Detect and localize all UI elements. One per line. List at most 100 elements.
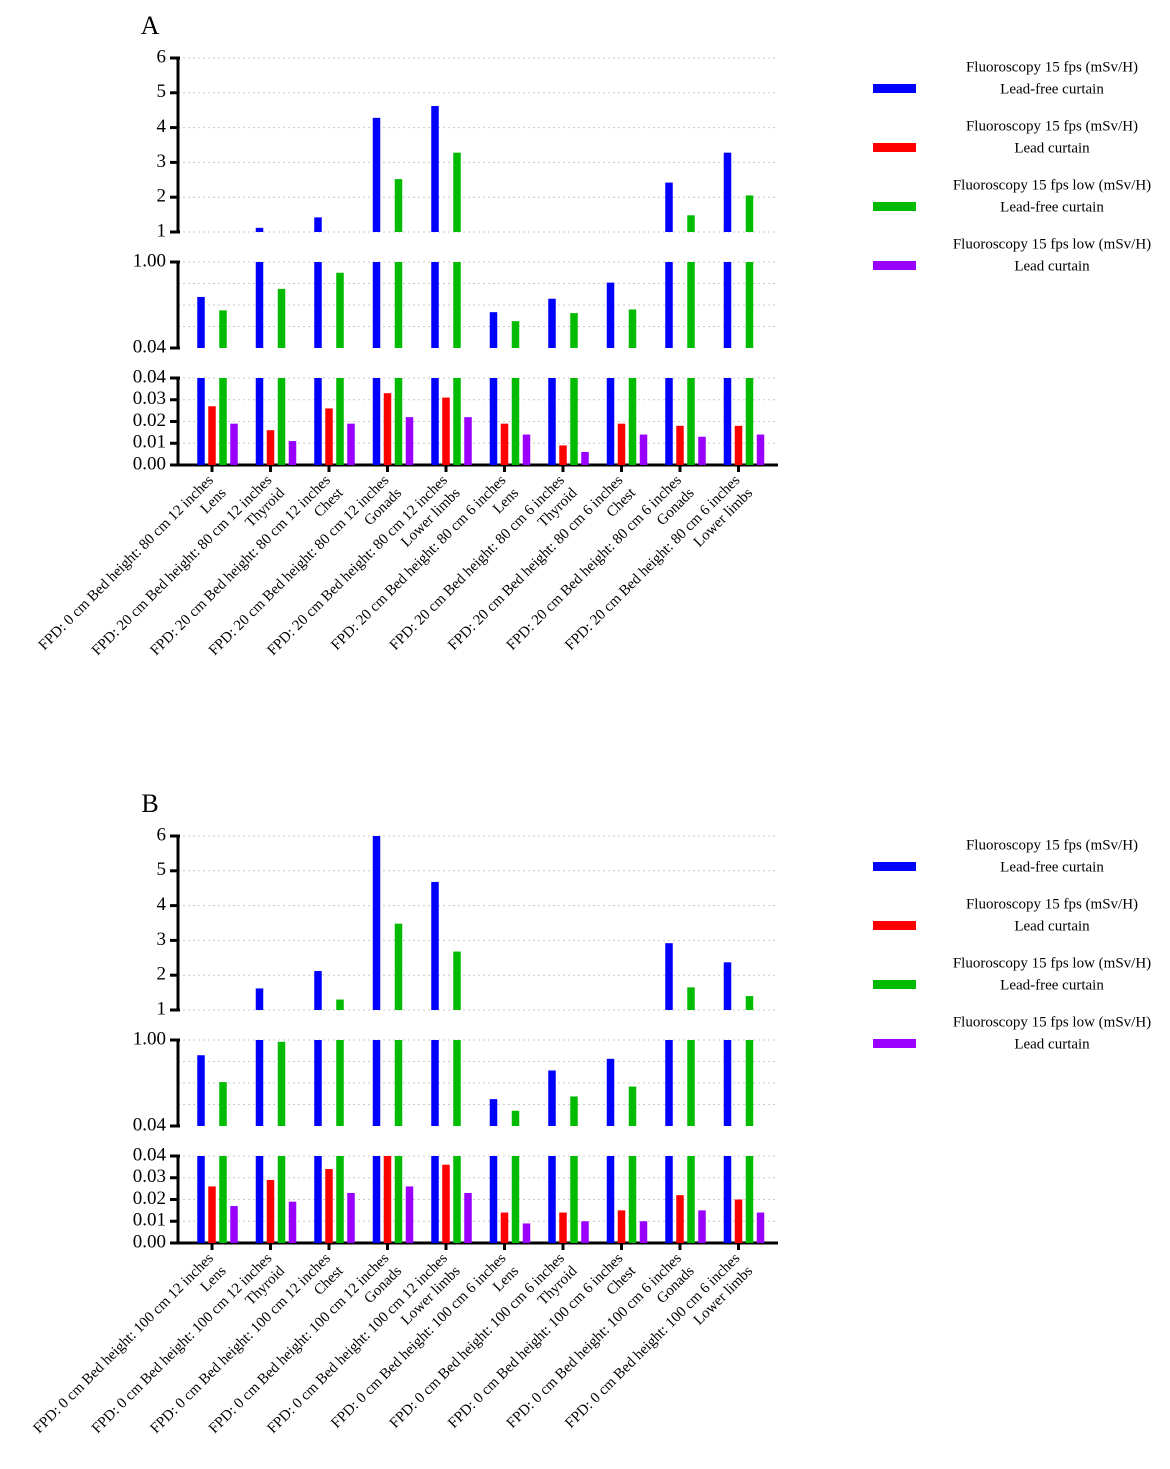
bar-s1-c5 — [431, 262, 439, 348]
bar-s3-c2 — [277, 1156, 286, 1243]
bar-s2-c9 — [676, 425, 684, 465]
bar-s3-c1 — [219, 1156, 227, 1243]
legend-label-line1: Fluoroscopy 15 fps low (mSv/H) — [953, 177, 1151, 193]
legend-label-line1: Fluoroscopy 15 fps low (mSv/H) — [953, 236, 1151, 252]
y-tick-label: 0.03 — [133, 1166, 166, 1187]
bar-s3-c9 — [687, 262, 695, 348]
bar-s3-c4 — [394, 1040, 403, 1126]
bar-s1-c5 — [431, 378, 439, 465]
bar-s1-c1 — [197, 1156, 205, 1243]
bar-s1-c4 — [372, 378, 381, 465]
bar-s2-c5 — [442, 397, 450, 465]
bar-s4-c4 — [405, 1186, 414, 1243]
legend-label-line2: Lead curtain — [1014, 1036, 1090, 1052]
bar-s1-c7 — [548, 378, 556, 465]
legend-item-3: Fluoroscopy 15 fps low (mSv/H) Lead-free … — [873, 177, 1151, 215]
legend-label-line2: Lead-free curtain — [1000, 199, 1104, 215]
bar-s1-c10 — [723, 1040, 732, 1126]
legend-swatch — [873, 980, 916, 989]
bar-s1-c4 — [372, 1156, 381, 1243]
y-tick-label: 3 — [157, 929, 167, 950]
bar-s3-c3 — [336, 1156, 344, 1243]
bar-s3-c3 — [336, 378, 344, 465]
bar-s3-c10 — [745, 195, 754, 232]
bar-s3-c9 — [687, 378, 695, 465]
bar-s1-c10 — [723, 152, 732, 232]
bar-s3-c9 — [687, 1156, 695, 1243]
bar-s3-c7 — [570, 1156, 578, 1243]
y-tick-label: 0.00 — [133, 1231, 166, 1252]
bar-s1-c2 — [255, 227, 264, 232]
y-tick-label: 4 — [157, 116, 167, 137]
bar-s1-c4 — [372, 836, 381, 1010]
legend-swatch — [873, 1039, 916, 1048]
bar-s3-c4 — [394, 923, 403, 1010]
bar-s2-c10 — [734, 425, 743, 465]
y-tick-label: 1.00 — [133, 250, 166, 271]
bar-s4-c7 — [581, 451, 589, 465]
bar-s4-c6 — [522, 1223, 531, 1243]
bar-s1-c3 — [314, 378, 322, 465]
legend-label-line1: Fluoroscopy 15 fps (mSv/H) — [966, 896, 1138, 912]
bar-s4-c10 — [756, 434, 765, 465]
legend-swatch — [873, 84, 916, 93]
bar-s1-c9 — [665, 943, 673, 1010]
bar-s1-c3 — [314, 217, 322, 232]
bar-s3-c10 — [745, 1156, 754, 1243]
y-tick-label: 0.02 — [133, 1188, 166, 1209]
bar-s1-c4 — [372, 117, 381, 232]
bar-s3-c1 — [219, 310, 227, 348]
bar-s3-c2 — [277, 378, 286, 465]
bar-s3-c6 — [511, 321, 520, 348]
legend-swatch — [873, 921, 916, 930]
y-tick-label: 6 — [157, 46, 167, 67]
bar-s1-c3 — [314, 1040, 322, 1126]
legend-item-2: Fluoroscopy 15 fps (mSv/H) Lead curtain — [873, 118, 1138, 156]
bar-s2-c7 — [559, 445, 567, 465]
axis-segment: 1 2 3 4 5 6 — [157, 824, 778, 1019]
bar-s3-c3 — [336, 1040, 344, 1126]
bar-s4-c2 — [288, 441, 297, 465]
bar-s1-c5 — [431, 106, 439, 232]
bar-s3-c5 — [453, 152, 461, 232]
bar-s1-c2 — [255, 1156, 264, 1243]
bar-s4-c3 — [347, 1192, 355, 1243]
bar-s4-c9 — [698, 436, 706, 465]
bar-s1-c10 — [723, 262, 732, 348]
y-tick-label: 0.00 — [133, 453, 166, 474]
legend-label-line1: Fluoroscopy 15 fps low (mSv/H) — [953, 1014, 1151, 1030]
bar-s2-c1 — [208, 1186, 216, 1243]
panel-label: B — [141, 789, 158, 818]
bar-s1-c3 — [314, 1156, 322, 1243]
bar-s4-c9 — [698, 1210, 706, 1243]
bar-s3-c10 — [745, 1040, 754, 1126]
legend-item-3: Fluoroscopy 15 fps low (mSv/H) Lead-free … — [873, 955, 1151, 993]
category-label: FPD: 0 cm Bed height: 80 cm 12 inchesLen… — [36, 472, 230, 666]
bar-s3-c3 — [336, 999, 344, 1010]
bar-s3-c7 — [570, 313, 578, 348]
bar-s3-c5 — [453, 1156, 461, 1243]
bar-s4-c7 — [581, 1221, 589, 1243]
legend-swatch — [873, 261, 916, 270]
bar-s3-c9 — [687, 215, 695, 232]
bar-s2-c2 — [266, 430, 275, 465]
bar-s4-c3 — [347, 423, 355, 465]
bar-s3-c6 — [511, 1110, 520, 1126]
bar-s3-c7 — [570, 378, 578, 465]
axis-segment: 0.000.010.020.030.04 — [133, 1144, 778, 1252]
bar-s2-c6 — [500, 1212, 509, 1243]
bar-s3-c8 — [628, 1156, 637, 1243]
bar-s3-c5 — [453, 378, 461, 465]
bar-s1-c2 — [255, 378, 264, 465]
bar-s4-c5 — [464, 417, 472, 465]
bar-s1-c2 — [255, 1040, 264, 1126]
bar-s2-c2 — [266, 1179, 275, 1243]
y-tick-label: 1 — [157, 998, 167, 1019]
bar-s3-c5 — [453, 951, 461, 1010]
bar-s3-c4 — [394, 262, 403, 348]
bar-s1-c2 — [255, 988, 264, 1010]
bar-s3-c5 — [453, 262, 461, 348]
y-tick-label: 0.04 — [133, 1114, 167, 1135]
y-tick-label: 5 — [157, 859, 167, 880]
